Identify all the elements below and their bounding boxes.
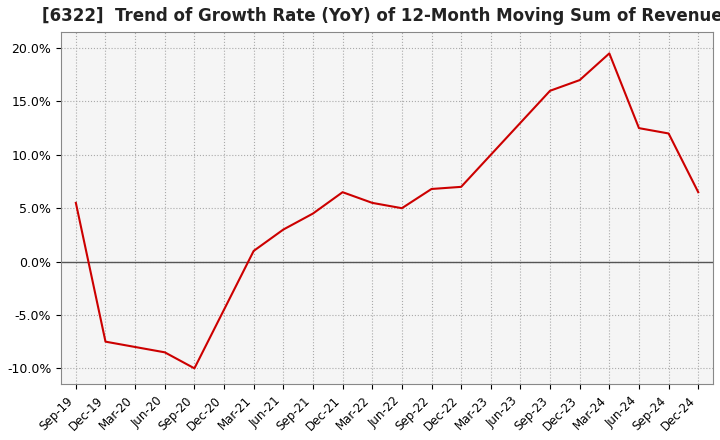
Title: [6322]  Trend of Growth Rate (YoY) of 12-Month Moving Sum of Revenues: [6322] Trend of Growth Rate (YoY) of 12-… <box>42 7 720 25</box>
